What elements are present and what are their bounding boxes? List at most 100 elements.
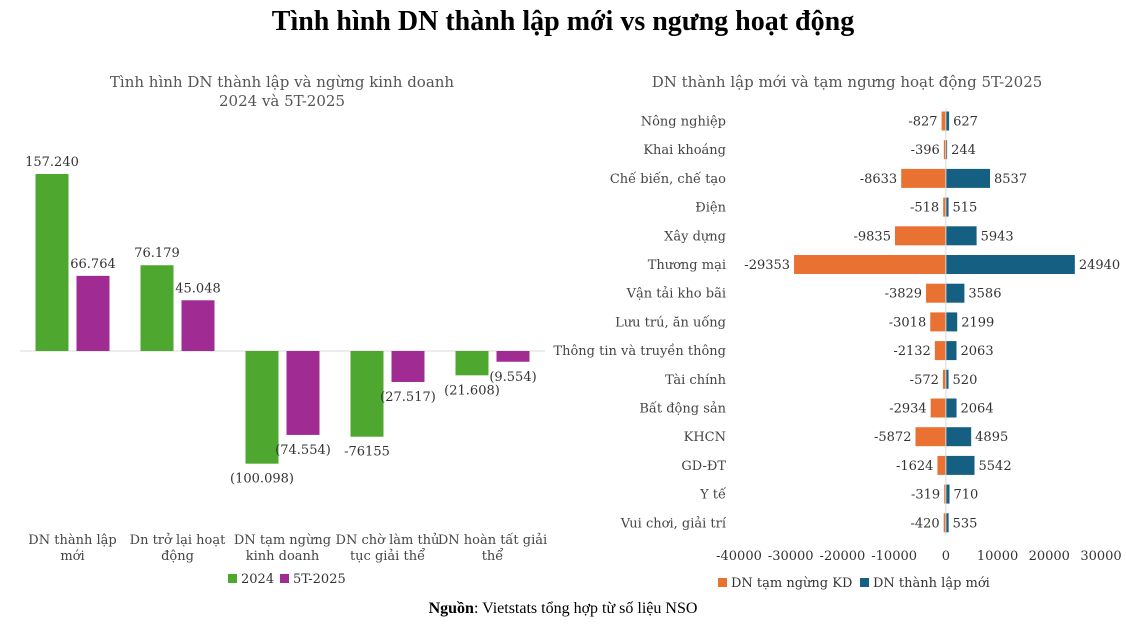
data-label: 24940	[1079, 258, 1120, 273]
x-tick-label: 0	[942, 549, 950, 564]
category-label: Nông nghiệp	[641, 115, 726, 130]
data-label: 5943	[981, 229, 1014, 244]
x-tick-label: -10000	[871, 549, 917, 564]
data-label: -9835	[854, 229, 891, 244]
bar-5t-2025	[391, 351, 425, 382]
data-label: 4895	[975, 430, 1008, 445]
bar-dn-thanh-lap	[945, 513, 949, 533]
bar-2024	[455, 351, 489, 376]
bar-2024	[35, 174, 69, 351]
chart-title-line: 2024 và 5T-2025	[219, 92, 345, 110]
data-label: -572	[910, 373, 939, 388]
source-text: : Vietstats tổng hợp từ số liệu NSO	[473, 600, 698, 617]
bar-dn-thanh-lap	[945, 427, 972, 447]
legend-label: 2024	[241, 572, 274, 587]
data-label: 5542	[979, 459, 1012, 474]
data-label: 2199	[961, 315, 994, 330]
bar-dn-thanh-lap	[945, 369, 949, 389]
bar-dn-tam-ngung	[943, 197, 946, 217]
bar-dn-thanh-lap	[945, 140, 948, 160]
bar-dn-thanh-lap	[945, 255, 1075, 274]
category-label: Chế biến, chế tạo	[610, 171, 726, 187]
data-label: 2064	[961, 402, 994, 417]
data-label: (21.608)	[444, 383, 500, 398]
bar-dn-thanh-lap	[945, 111, 950, 131]
bar-dn-thanh-lap	[945, 312, 958, 332]
data-label: -2132	[893, 344, 930, 359]
category-label: mới	[60, 549, 84, 564]
category-label: DN thành lập	[28, 533, 116, 548]
bar-dn-thanh-lap	[945, 398, 957, 418]
data-label: (27.517)	[380, 390, 436, 405]
category-label: DN tạm ngừng	[234, 533, 331, 548]
category-label: Bất động sản	[639, 401, 726, 417]
bar-dn-tam-ngung	[942, 369, 946, 389]
data-label: 244	[951, 143, 976, 158]
data-label: -29353	[744, 258, 790, 273]
bar-dn-tam-ngung	[934, 341, 946, 361]
category-label: tục giải thể	[350, 548, 425, 564]
bar-dn-tam-ngung	[941, 111, 946, 131]
bar-dn-thanh-lap	[945, 168, 991, 188]
data-label: -3829	[885, 287, 922, 302]
data-label: -8633	[860, 172, 897, 187]
source-note: Nguồn: Vietstats tổng hợp từ số liệu NSO	[0, 600, 1126, 618]
chart-title: DN thành lập mới và tạm ngưng hoạt động …	[652, 73, 1043, 91]
data-label: 535	[953, 516, 978, 531]
bar-5t-2025	[76, 275, 110, 351]
category-label: GD-ĐT	[681, 459, 726, 474]
category-label: Lưu trú, ăn uống	[615, 314, 726, 330]
chart-title-line: Tình hình DN thành lập và ngừng kinh doa…	[110, 73, 455, 91]
bar-dn-thanh-lap	[945, 484, 950, 504]
category-label: động	[161, 549, 194, 564]
right-horizontal-bar-chart: DN thành lập mới và tạm ngưng hoạt động …	[553, 73, 1121, 591]
data-label: (9.554)	[489, 370, 536, 385]
data-label: 3586	[968, 287, 1001, 302]
data-label: (74.554)	[275, 443, 331, 458]
data-label: -2934	[889, 402, 926, 417]
category-label: Điện	[695, 201, 726, 216]
category-label: Dn trở lại hoạt	[130, 533, 226, 548]
data-label: 710	[954, 488, 979, 503]
category-label: Vận tải kho bãi	[626, 287, 726, 302]
legend-swatch-0	[718, 578, 727, 587]
data-label: -5872	[874, 430, 911, 445]
legend-label: 5T-2025	[293, 572, 346, 587]
bar-dn-tam-ngung	[915, 427, 946, 447]
category-label: DN chờ làm thủ	[336, 533, 440, 548]
legend-label: DN tạm ngừng KD	[731, 576, 852, 591]
data-label: 627	[953, 115, 978, 130]
bar-dn-thanh-lap	[945, 455, 975, 475]
x-tick-label: 30000	[1080, 549, 1121, 564]
data-label: 520	[953, 373, 978, 388]
bar-dn-tam-ngung	[937, 455, 946, 475]
page-title: Tình hình DN thành lập mới vs ngưng hoạt…	[271, 6, 855, 37]
x-tick-label: 20000	[1029, 549, 1070, 564]
category-label: Y tế	[699, 487, 727, 503]
data-label: -396	[911, 143, 940, 158]
bar-dn-tam-ngung	[926, 283, 946, 303]
x-tick-label: -40000	[716, 549, 762, 564]
category-label: Thông tin và truyền thông	[553, 343, 726, 359]
legend-label: DN thành lập mới	[873, 576, 990, 591]
category-label: KHCN	[684, 430, 726, 445]
data-label: 515	[953, 201, 978, 216]
data-label: 2063	[961, 344, 994, 359]
data-label: -1624	[896, 459, 933, 474]
bar-dn-tam-ngung	[930, 312, 946, 332]
bar-dn-tam-ngung	[943, 140, 946, 160]
x-tick-label: 10000	[977, 549, 1018, 564]
category-label: Tài chính	[665, 373, 727, 388]
category-label: Thương mại	[648, 258, 726, 273]
data-label: 76.179	[134, 246, 180, 261]
category-label: kinh doanh	[246, 549, 320, 564]
bar-dn-tam-ngung	[901, 168, 946, 188]
data-label: -420	[910, 516, 939, 531]
data-label: -76155	[344, 445, 390, 460]
category-label: DN hoàn tất giải	[438, 532, 547, 548]
bar-dn-tam-ngung	[930, 398, 946, 418]
left-bar-chart: Tình hình DN thành lập và ngừng kinh doa…	[20, 73, 547, 587]
category-label: Xây dựng	[664, 229, 726, 244]
data-label: 66.764	[70, 257, 116, 272]
x-tick-label: -30000	[768, 549, 814, 564]
